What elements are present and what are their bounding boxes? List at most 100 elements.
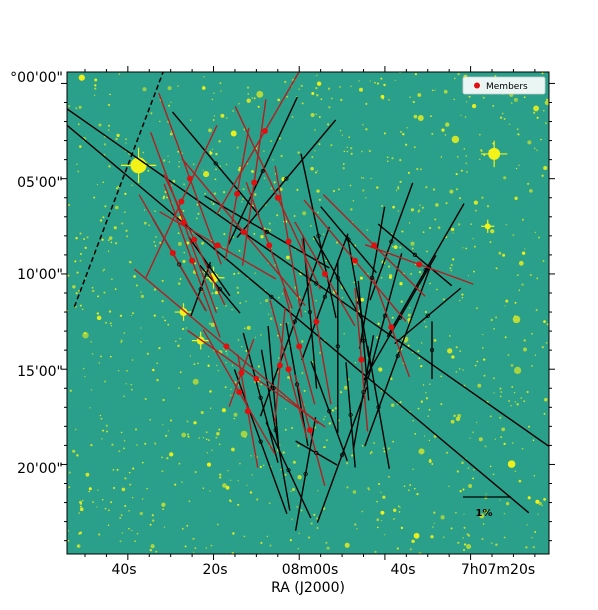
star-dot (79, 502, 83, 505)
star-dot (117, 185, 120, 189)
nonmember-point (258, 439, 263, 444)
member-point (253, 375, 260, 382)
star-dot (169, 452, 174, 457)
star-dot (111, 443, 114, 446)
star-dot (124, 211, 126, 213)
star-dot (463, 513, 465, 515)
star-dot (518, 164, 520, 166)
star-dot (437, 226, 441, 229)
star-dot (259, 465, 262, 468)
star-dot (162, 316, 164, 318)
nonmember-vector (364, 265, 432, 447)
star-dot (361, 177, 363, 179)
star-dot (459, 350, 461, 352)
star-dot (263, 150, 265, 152)
star-dot (291, 116, 294, 118)
star-dot (466, 533, 469, 536)
nonmember-point (327, 409, 332, 414)
star-dot (240, 430, 248, 438)
member-point (416, 261, 423, 268)
star-dot (242, 188, 245, 191)
star-dot (193, 551, 195, 553)
star-dot (401, 230, 404, 233)
star-dot (112, 468, 115, 471)
star-dot (183, 183, 186, 186)
star-dot (237, 384, 240, 386)
star-dot (504, 305, 506, 307)
star-dot (161, 502, 166, 507)
star-dot (213, 92, 215, 94)
member-point (276, 362, 283, 369)
star-dot (398, 511, 401, 513)
star-dot (483, 509, 488, 514)
star-dot (78, 105, 82, 109)
star-dot (286, 255, 290, 260)
star-dot (231, 447, 235, 452)
star-dot (503, 536, 506, 539)
sky-image (67, 72, 549, 554)
star-dot (192, 163, 195, 166)
star-dot (79, 531, 83, 535)
star-dot (462, 247, 464, 249)
star-dot (203, 76, 205, 78)
star-dot (413, 114, 418, 119)
star-dot (501, 112, 504, 115)
star-dot (521, 283, 524, 286)
star-dot (386, 156, 389, 158)
star-dot (146, 352, 150, 355)
star-dot (179, 278, 182, 280)
star-dot (465, 162, 468, 165)
star-dot (110, 241, 113, 244)
star-dot (190, 119, 192, 121)
star-dot (376, 336, 379, 339)
star-dot (210, 201, 213, 203)
star-dot (233, 272, 236, 276)
star-dot (68, 204, 71, 206)
star-dot (153, 442, 156, 444)
member-point (191, 236, 198, 243)
star-dot (466, 543, 472, 550)
star-dot (307, 536, 311, 539)
star-dot (239, 302, 242, 304)
nonmember-point (348, 412, 353, 418)
star-dot (361, 150, 363, 153)
star-dot (253, 97, 256, 100)
star-dot (192, 378, 199, 385)
star-dot (404, 143, 408, 146)
star-dot (163, 159, 166, 162)
star-dot (154, 210, 156, 212)
plot-frame (66, 71, 550, 555)
star-dot (448, 485, 450, 488)
nonmember-vector (227, 96, 298, 246)
star-dot (397, 187, 400, 190)
star-dot (214, 291, 218, 295)
star-dot (79, 252, 83, 256)
star-dot (530, 364, 533, 367)
star-dot (538, 501, 542, 506)
star-dot (183, 251, 185, 254)
star-dot (512, 234, 514, 236)
nonmember-point (322, 294, 328, 299)
star-dot (399, 401, 402, 403)
star-dot (389, 377, 393, 381)
star-dot (445, 122, 450, 127)
star-dot (144, 397, 147, 401)
star-dot (418, 448, 425, 455)
star-dot (79, 259, 82, 262)
member-point (223, 343, 230, 350)
star-dot (433, 522, 435, 524)
star-dot (94, 84, 97, 87)
star-dot (407, 344, 410, 347)
star-dot (249, 491, 253, 494)
star-dot (161, 279, 164, 282)
nonmember-point (397, 315, 403, 320)
star-dot (420, 168, 422, 171)
star-dot (134, 428, 138, 431)
star-dot (512, 315, 521, 324)
star-dot (181, 432, 187, 438)
nonmember-point (425, 313, 430, 318)
nonmember-point (412, 252, 417, 257)
star-dot (260, 302, 262, 304)
member-point (313, 318, 320, 325)
star-dot (91, 286, 94, 289)
